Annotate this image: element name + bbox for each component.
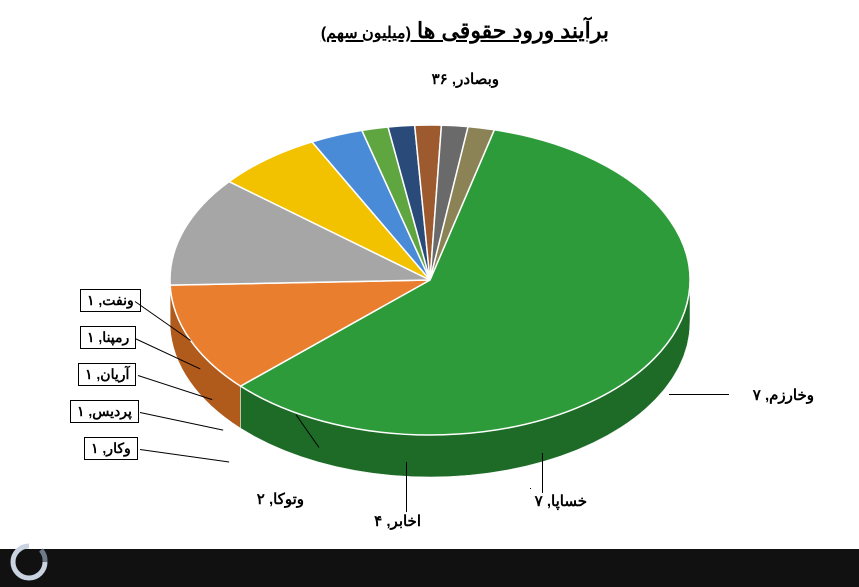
label-akhabar: اخابر, ۴ (374, 512, 421, 530)
title-sub: (میلیون سهم) (321, 25, 411, 42)
pie-chart (145, 95, 715, 515)
label-vabsader: وبصادر, ۳۶ (432, 70, 499, 88)
label-khsapa: خساپا, ۷ (535, 492, 587, 510)
label-vtoka: وتوکا, ۲ (257, 490, 304, 508)
label-vkar: وکار, ۱ (84, 437, 138, 460)
footer-bar (0, 549, 859, 587)
label-pardis: پردیس, ۱ (70, 400, 139, 423)
leader-v-akhabar (406, 462, 407, 512)
label-aryan: آریان, ۱ (78, 363, 136, 386)
chart-title: برآیند ورود حقوقی ها (میلیون سهم) (321, 18, 609, 44)
label-rampna: رمپنا, ۱ (80, 326, 136, 349)
leader-v-khsapa (542, 453, 543, 493)
title-main: برآیند ورود حقوقی ها (417, 18, 609, 43)
pie-svg (145, 95, 715, 515)
label-vkharazm: وخارزم, ۷ (753, 386, 814, 404)
leader-vkharazm (669, 394, 729, 395)
label-vnaft: ونفت, ۱ (80, 289, 141, 312)
leader-khsapa (530, 488, 531, 489)
logo-icon (0, 537, 58, 587)
